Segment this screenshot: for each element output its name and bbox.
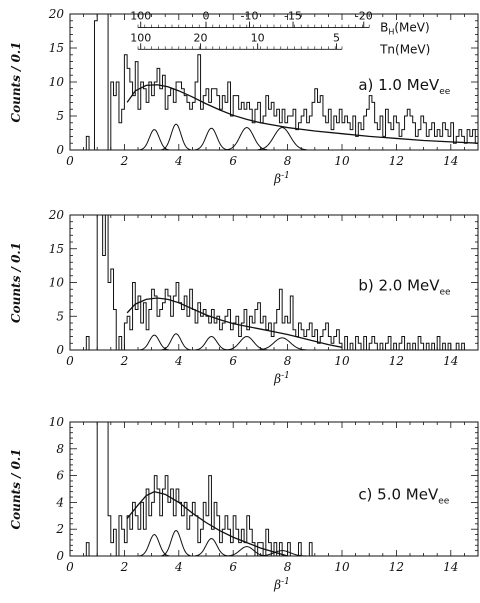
- gaussian-peak: [257, 337, 307, 351]
- gaussian-peak: [257, 550, 307, 557]
- y-tick-label: 6: [56, 469, 64, 483]
- x-tick-label: 0: [66, 354, 74, 368]
- scale-tick-label: 100: [130, 31, 151, 44]
- x-tick-label: 6: [229, 560, 237, 574]
- y-tick-label: 20: [48, 208, 65, 222]
- y-tick-label: 2: [55, 522, 64, 536]
- x-tick-label: 10: [334, 560, 350, 574]
- y-tick-label: 15: [49, 242, 64, 256]
- y-tick-label: 5: [56, 109, 64, 123]
- panel-label-sub: ee: [438, 497, 450, 507]
- y-tick-label: 15: [49, 41, 64, 55]
- gaussian-peak: [257, 127, 307, 151]
- panel-label: a) 1.0 MeVee: [358, 76, 450, 97]
- x-tick-label: 14: [443, 354, 458, 368]
- gaussian-peak: [161, 530, 191, 557]
- x-tick-label: 4: [174, 154, 183, 168]
- x-tick-label: 0: [66, 154, 74, 168]
- y-tick-label: 0: [56, 343, 64, 357]
- x-tick-label: 2: [120, 354, 129, 368]
- x-axis-label-sup: -1: [281, 371, 290, 381]
- panel-a: 0 2 4 6 8 10 12 14 0 5 10 15 20 Counts / 0.1 β-1 a) 1.0…: [9, 7, 479, 186]
- y-axis-label: Counts / 0.1: [9, 242, 23, 323]
- gaussian-peak: [226, 546, 268, 557]
- y-tick-label: 8: [56, 442, 64, 456]
- x-tick-label: 10: [334, 154, 350, 168]
- y-tick-label: 10: [49, 415, 65, 429]
- x-tick-label: 2: [120, 154, 129, 168]
- y-axis-label: Counts / 0.1: [9, 449, 23, 530]
- panel-label-sub: ee: [439, 87, 451, 97]
- scale-tick-label: 5: [333, 31, 340, 44]
- gaussian-peak: [139, 129, 170, 151]
- y-tick-label: 20: [48, 7, 65, 21]
- y-tick-label: 10: [49, 75, 65, 89]
- x-tick-label: 14: [443, 560, 458, 574]
- gaussian-peak: [195, 335, 228, 351]
- histogram-series: [85, 215, 468, 350]
- x-tick-label: 8: [284, 154, 292, 168]
- x-tick-label: 12: [389, 354, 404, 368]
- fit-curve: [126, 297, 343, 348]
- x-tick-label: 10: [334, 354, 350, 368]
- x-tick-label: 6: [229, 354, 237, 368]
- scale-tick-label: -20: [355, 10, 373, 23]
- scale-tick-label: 20: [194, 31, 208, 44]
- x-tick-label: 12: [389, 560, 404, 574]
- panel-b: 0 2 4 6 8 10 12 14 0 5 10 15 20 Counts / 0.1 β-1 b) 2.0…: [9, 208, 479, 386]
- gaussian-peak: [161, 333, 191, 351]
- panel-label-sub: ee: [440, 288, 452, 298]
- scale-unit: (MeV): [395, 42, 430, 56]
- histogram-series: [85, 422, 332, 556]
- x-tick-label: 0: [66, 560, 74, 574]
- panel-label: b) 2.0 MeVee: [358, 277, 451, 298]
- scale-name: BH(MeV): [380, 21, 430, 37]
- x-tick-label: 4: [174, 354, 183, 368]
- x-axis-label: β-1: [273, 577, 290, 592]
- gaussian-peak: [226, 335, 268, 351]
- x-axis-label: β-1: [273, 171, 290, 186]
- gaussian-peak: [139, 334, 170, 351]
- scale-tick-label: -10: [241, 10, 259, 23]
- scale-name: Tn(MeV): [379, 42, 430, 56]
- scale-name-sub: H: [388, 28, 394, 37]
- fit-curve: [126, 84, 478, 144]
- fit-curve: [126, 490, 288, 556]
- histogram-series: [83, 14, 478, 150]
- gaussian-peak: [195, 127, 228, 151]
- gaussian-peak: [161, 123, 191, 151]
- x-tick-label: 2: [120, 560, 129, 574]
- x-tick-label: 12: [389, 154, 404, 168]
- gaussian-peak: [195, 538, 228, 557]
- y-tick-label: 0: [56, 549, 64, 563]
- y-axis-label: Counts / 0.1: [9, 42, 23, 123]
- y-tick-label: 10: [49, 276, 65, 290]
- gaussian-peak: [226, 127, 268, 151]
- scale-tick-label: -15: [284, 10, 302, 23]
- x-axis-label-sup: -1: [281, 577, 290, 587]
- x-tick-label: 8: [284, 560, 292, 574]
- scale-tick-label: 100: [130, 10, 151, 23]
- x-axis-label: β-1: [273, 371, 290, 386]
- y-tick-label: 4: [55, 495, 64, 509]
- panel-label: c) 5.0 MeVee: [358, 486, 449, 507]
- x-tick-label: 14: [443, 154, 458, 168]
- x-tick-label: 6: [229, 154, 237, 168]
- scale-tick-label: 0: [203, 10, 210, 23]
- x-tick-label: 8: [284, 354, 292, 368]
- panel-c: 0 2 4 6 8 10 12 14 0 2 4 6 8 10 Counts / 0.1 β-1 c) 5.0 …: [9, 415, 479, 592]
- x-axis-label-sup: -1: [281, 171, 290, 181]
- scale-tick-label: 10: [251, 31, 265, 44]
- scale-unit: (MeV): [394, 21, 429, 35]
- y-tick-label: 0: [56, 143, 64, 157]
- gaussian-peak: [139, 534, 170, 557]
- y-tick-label: 5: [56, 309, 64, 323]
- x-tick-label: 4: [174, 560, 183, 574]
